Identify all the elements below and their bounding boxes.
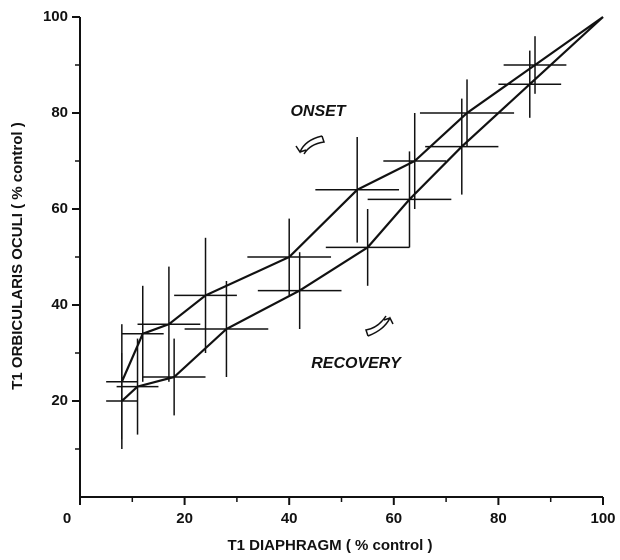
y-tick-label: 80 (51, 104, 68, 121)
x-tick-label: 100 (590, 510, 615, 527)
y-tick-label: 100 (43, 8, 68, 25)
y-tick-label: 40 (51, 296, 68, 313)
series-label: ONSET (290, 103, 346, 120)
series-label: RECOVERY (311, 355, 402, 372)
series-line (121, 16, 604, 402)
x-axis-label: T1 DIAPHRAGM ( % control ) (228, 537, 433, 554)
y-tick-label: 60 (51, 200, 68, 217)
y-axis-label: T1 ORBICULARIS OCULI ( % control ) (9, 122, 26, 390)
x-tick-label: 80 (490, 510, 507, 527)
series-line (120, 16, 604, 383)
x-tick-label: 20 (176, 510, 193, 527)
recovery-arrow (365, 315, 394, 337)
x-tick-label: 0 (63, 510, 71, 527)
y-tick-label: 20 (51, 392, 68, 409)
onset-arrow (295, 135, 325, 155)
x-tick-label: 40 (281, 510, 298, 527)
x-tick-label: 60 (385, 510, 402, 527)
